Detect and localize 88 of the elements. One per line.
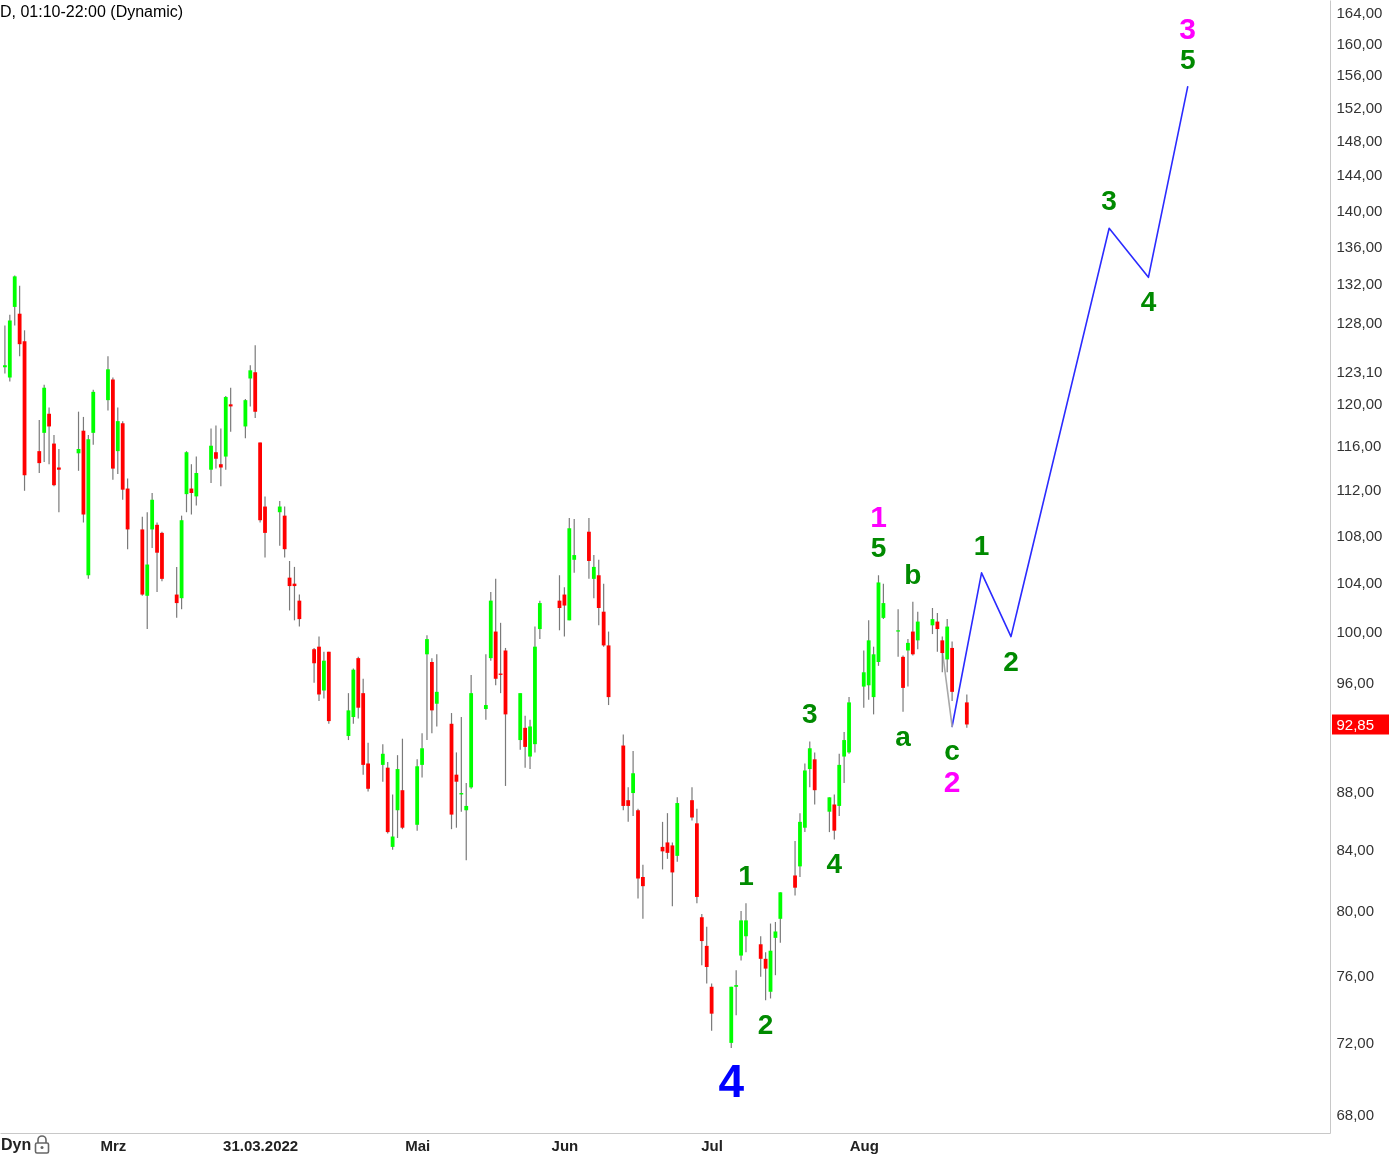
y-tick-label: 156,00	[1336, 66, 1383, 84]
candlestick	[174, 566, 179, 619]
y-tick-label: 152,00	[1336, 98, 1383, 116]
candlestick	[964, 693, 969, 729]
x-tick-label: Mrz	[100, 1136, 127, 1154]
annotation: 3	[1101, 185, 1117, 217]
annotation: 4	[1140, 286, 1157, 318]
candlestick	[562, 586, 567, 638]
y-tick-label: 112,00	[1336, 481, 1382, 499]
y-tick-label: 148,00	[1336, 132, 1383, 150]
candlestick	[915, 611, 920, 650]
candlestick	[434, 653, 439, 728]
y-tick-label: 96,00	[1336, 674, 1375, 692]
annotation: 3	[1179, 11, 1197, 45]
y-tick-label: 123,10	[1336, 362, 1383, 380]
y-tick-label: 144,00	[1336, 166, 1383, 184]
annotation: 1	[870, 500, 887, 534]
candlestick	[793, 840, 797, 897]
candlestick	[591, 554, 596, 599]
y-tick-label: 116,00	[1336, 437, 1382, 455]
candlestick	[763, 951, 768, 1001]
candlestick	[758, 935, 763, 978]
candlestick	[218, 427, 223, 487]
candlestick	[390, 793, 395, 851]
x-tick-label: 31.03.2022	[223, 1136, 299, 1154]
y-tick-label: 88,00	[1336, 783, 1375, 801]
candlestick	[464, 782, 469, 861]
x-tick-label: Jul	[701, 1136, 723, 1154]
x-tick-label: Mai	[405, 1136, 431, 1154]
annotation: 5	[870, 532, 887, 564]
x-tick-label: Jun	[551, 1136, 579, 1154]
candlestick	[47, 406, 51, 465]
y-tick-label: 140,00	[1336, 201, 1383, 219]
annotation: b	[904, 558, 922, 590]
candlestick	[935, 612, 940, 653]
y-tick-label: 84,00	[1336, 841, 1375, 859]
candlestick	[807, 740, 812, 788]
candlestick	[704, 926, 709, 985]
candlestick	[56, 448, 61, 513]
annotation: 4	[826, 848, 843, 880]
annotation: 4	[718, 1055, 745, 1108]
annotation: 2	[757, 1009, 774, 1041]
annotation: 3	[801, 698, 818, 730]
candlestick	[420, 732, 424, 779]
candlestick	[699, 913, 704, 966]
y-tick-label: 136,00	[1336, 238, 1383, 256]
annotation: 2	[943, 765, 961, 799]
candlestick	[690, 786, 694, 822]
y-tick-label: 92,85	[1336, 715, 1375, 733]
annotation: 1	[973, 529, 990, 561]
y-tick-label: 120,00	[1336, 394, 1383, 412]
annotation: 5	[1179, 43, 1196, 75]
candlestick	[906, 638, 910, 688]
y-tick-label: 164,00	[1336, 3, 1383, 21]
candlestick	[248, 364, 253, 408]
candlestick	[896, 608, 901, 658]
candlestick	[483, 653, 488, 721]
candlestick	[910, 601, 915, 657]
candlestick	[277, 500, 282, 547]
y-tick-label: 132,00	[1336, 275, 1383, 293]
candlestick	[940, 635, 945, 673]
y-tick-label: 104,00	[1336, 573, 1383, 591]
candlestick	[228, 387, 233, 433]
y-tick-label: 160,00	[1336, 34, 1383, 52]
candlestick	[209, 427, 213, 484]
y-tick-label: 72,00	[1336, 1034, 1375, 1052]
candlestick	[734, 969, 739, 1016]
y-tick-label: 76,00	[1336, 966, 1375, 984]
text: Dyn	[1, 1135, 32, 1154]
annotation: 1	[738, 860, 754, 892]
candlestick	[523, 715, 528, 769]
candlestick	[425, 634, 429, 741]
candlestick	[214, 424, 218, 470]
x-tick-label: Aug	[849, 1136, 879, 1154]
candlestick	[194, 455, 199, 507]
candlestick	[631, 750, 635, 817]
annotation: 2	[1003, 645, 1019, 677]
annotation: a	[895, 720, 912, 752]
candlestick	[37, 419, 42, 474]
y-tick-label: 80,00	[1336, 902, 1375, 920]
y-tick-label: 108,00	[1336, 526, 1383, 544]
candlestick	[380, 743, 385, 783]
y-tick-label: 128,00	[1336, 313, 1383, 331]
annotation: c	[944, 735, 960, 767]
y-tick-label: 100,00	[1336, 623, 1383, 641]
chart-title: D, 01:10-22:00 (Dynamic)	[0, 3, 184, 20]
candlestick	[297, 593, 302, 628]
y-tick-label: 68,00	[1336, 1105, 1375, 1123]
